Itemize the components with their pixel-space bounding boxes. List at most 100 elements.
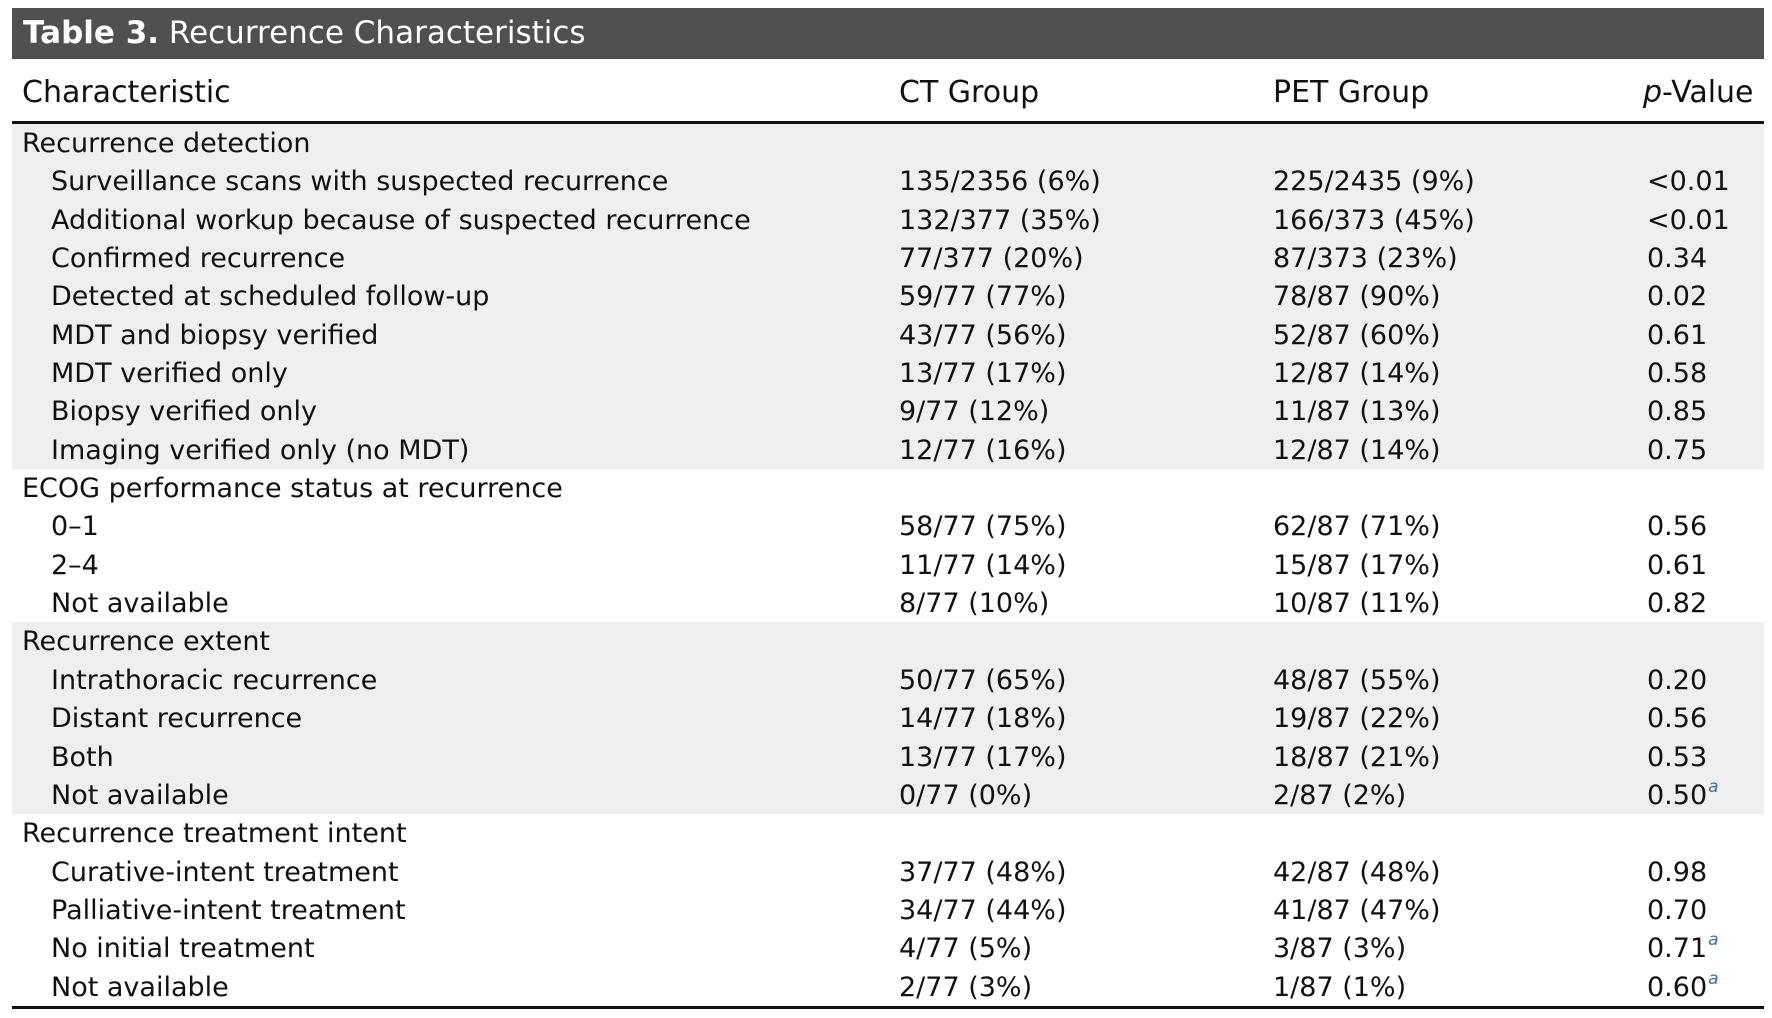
p-value: 0.70 bbox=[1647, 894, 1708, 926]
pet-group-value: 78/87 (90%) bbox=[1273, 281, 1441, 313]
p-value: 0.61 bbox=[1647, 549, 1708, 581]
p-value-cell: 0.53 bbox=[1647, 742, 1707, 773]
table-row: Not available 8/77 (10%) 10/87 (11%) 0.82 bbox=[12, 584, 1764, 622]
ct-group-value: 0/77 (0%) bbox=[899, 779, 1033, 811]
table-row: Intrathoracic recurrence 50/77 (65%) 48/87… bbox=[12, 661, 1764, 699]
table-body: Recurrence detection Surveillance scans w… bbox=[12, 124, 1764, 1006]
p-value-cell: 0.58 bbox=[1647, 358, 1707, 389]
row-label: Confirmed recurrence bbox=[51, 243, 346, 275]
p-value-cell: 0.60a bbox=[1647, 968, 1719, 1003]
ct-group-value: 13/77 (17%) bbox=[899, 741, 1067, 773]
table-group: Recurrence detection Surveillance scans w… bbox=[12, 124, 1764, 470]
table-row: Curative-intent treatment 37/77 (48%) 42/8… bbox=[12, 853, 1764, 891]
p-value-cell: 0.56 bbox=[1647, 511, 1707, 542]
table-group: ECOG performance status at recurrence 0–1… bbox=[12, 469, 1764, 622]
ct-group-value: 9/77 (12%) bbox=[899, 396, 1050, 428]
pet-group-value: 15/87 (17%) bbox=[1273, 549, 1441, 581]
p-value: 0.82 bbox=[1647, 588, 1708, 620]
p-value-cell: 0.75 bbox=[1647, 435, 1707, 466]
group-heading: ECOG performance status at recurrence bbox=[22, 473, 563, 505]
footnote-marker[interactable]: a bbox=[1708, 968, 1719, 989]
row-label: 2–4 bbox=[51, 549, 99, 581]
ct-group-value: 50/77 (65%) bbox=[899, 664, 1067, 696]
row-label: 0–1 bbox=[51, 511, 99, 543]
p-value-cell: 0.71a bbox=[1647, 930, 1719, 964]
footnote-marker[interactable]: a bbox=[1708, 930, 1719, 951]
p-value-cell: 0.82 bbox=[1647, 588, 1707, 619]
pet-group-value: 52/87 (60%) bbox=[1273, 319, 1441, 351]
table-row: Surveillance scans with suspected recurr… bbox=[12, 162, 1764, 200]
group-heading-row: Recurrence detection bbox=[12, 124, 1764, 162]
p-value-cell: 0.70 bbox=[1647, 895, 1707, 926]
row-label: Curative-intent treatment bbox=[51, 856, 399, 888]
p-value-cell: 0.02 bbox=[1647, 281, 1707, 312]
ct-group-value: 14/77 (18%) bbox=[899, 703, 1067, 735]
table-row: Confirmed recurrence 77/377 (20%) 87/373 (… bbox=[12, 239, 1764, 277]
pet-group-value: 10/87 (11%) bbox=[1273, 588, 1441, 620]
p-value: 0.02 bbox=[1647, 281, 1708, 313]
group-heading-row: Recurrence extent bbox=[12, 622, 1764, 660]
column-header-ct-group: CT Group bbox=[899, 75, 1040, 110]
row-label: Both bbox=[51, 741, 114, 773]
p-value: 0.61 bbox=[1647, 319, 1708, 351]
row-label: Biopsy verified only bbox=[51, 396, 317, 428]
ct-group-value: 4/77 (5%) bbox=[899, 933, 1033, 965]
column-header-p-value: p-Value bbox=[1643, 75, 1754, 110]
p-value: 0.50 bbox=[1647, 779, 1708, 811]
table-row: MDT and biopsy verified 43/77 (56%) 52/87 … bbox=[12, 316, 1764, 354]
table-container: Table 3. Recurrence Characteristics Char… bbox=[12, 8, 1764, 1009]
row-label: Intrathoracic recurrence bbox=[51, 664, 378, 696]
p-value-cell: 0.85 bbox=[1647, 396, 1707, 427]
column-header-characteristic: Characteristic bbox=[22, 75, 231, 110]
row-label: Palliative-intent treatment bbox=[51, 894, 406, 926]
p-value: 0.56 bbox=[1647, 703, 1708, 735]
pet-group-value: 11/87 (13%) bbox=[1273, 396, 1441, 428]
ct-group-value: 34/77 (44%) bbox=[899, 894, 1067, 926]
p-value-prefix: p bbox=[1643, 75, 1663, 110]
p-value: <0.01 bbox=[1647, 204, 1730, 236]
table-row: Not available 0/77 (0%) 2/87 (2%) 0.50a bbox=[12, 776, 1764, 814]
p-value: 0.34 bbox=[1647, 243, 1708, 275]
p-value: 0.60 bbox=[1647, 971, 1708, 1003]
table-group: Recurrence extent Intrathoracic recurrenc… bbox=[12, 622, 1764, 815]
row-label: Additional workup because of suspected r… bbox=[51, 204, 751, 236]
pet-group-value: 166/373 (45%) bbox=[1273, 204, 1475, 236]
p-value-word: Value bbox=[1671, 75, 1754, 110]
table-title: Recurrence Characteristics bbox=[168, 15, 586, 51]
pet-group-value: 225/2435 (9%) bbox=[1273, 166, 1475, 198]
table-row: Detected at scheduled follow-up 59/77 (77… bbox=[12, 277, 1764, 315]
p-value-cell: 0.61 bbox=[1647, 550, 1707, 581]
table-title-bar: Table 3. Recurrence Characteristics bbox=[12, 8, 1764, 59]
pet-group-value: 12/87 (14%) bbox=[1273, 358, 1441, 390]
table-row: Not available 2/77 (3%) 1/87 (1%) 0.60a bbox=[12, 968, 1764, 1006]
row-label: Distant recurrence bbox=[51, 703, 303, 735]
pet-group-value: 2/87 (2%) bbox=[1273, 779, 1407, 811]
p-value: 0.20 bbox=[1647, 664, 1708, 696]
pet-group-value: 42/87 (48%) bbox=[1273, 856, 1441, 888]
pet-group-value: 19/87 (22%) bbox=[1273, 703, 1441, 735]
pet-group-value: 1/87 (1%) bbox=[1273, 971, 1407, 1003]
p-value-cell: 0.20 bbox=[1647, 665, 1707, 696]
p-value-cell: 0.61 bbox=[1647, 320, 1707, 351]
table-row: Distant recurrence 14/77 (18%) 19/87 (22%)… bbox=[12, 699, 1764, 737]
ct-group-value: 37/77 (48%) bbox=[899, 856, 1067, 888]
table-row: 2–4 11/77 (14%) 15/87 (17%) 0.61 bbox=[12, 546, 1764, 584]
p-value: 0.56 bbox=[1647, 511, 1708, 543]
row-label: Not available bbox=[51, 779, 229, 811]
ct-group-value: 43/77 (56%) bbox=[899, 319, 1067, 351]
ct-group-value: 2/77 (3%) bbox=[899, 971, 1033, 1003]
pet-group-value: 62/87 (71%) bbox=[1273, 511, 1441, 543]
table-group: Recurrence treatment intent Curative-inte… bbox=[12, 814, 1764, 1006]
ct-group-value: 12/77 (16%) bbox=[899, 434, 1067, 466]
p-value: 0.98 bbox=[1647, 856, 1708, 888]
ct-group-value: 132/377 (35%) bbox=[899, 204, 1101, 236]
row-label: Not available bbox=[51, 588, 229, 620]
ct-group-value: 135/2356 (6%) bbox=[899, 166, 1101, 198]
ct-group-value: 8/77 (10%) bbox=[899, 588, 1050, 620]
footnote-marker[interactable]: a bbox=[1708, 776, 1719, 797]
pet-group-value: 12/87 (14%) bbox=[1273, 434, 1441, 466]
pet-group-value: 18/87 (21%) bbox=[1273, 741, 1441, 773]
pet-group-value: 3/87 (3%) bbox=[1273, 933, 1407, 965]
table-header-row: Characteristic CT Group PET Group p-Valu… bbox=[12, 59, 1764, 124]
p-value-cell: <0.01 bbox=[1647, 205, 1730, 236]
